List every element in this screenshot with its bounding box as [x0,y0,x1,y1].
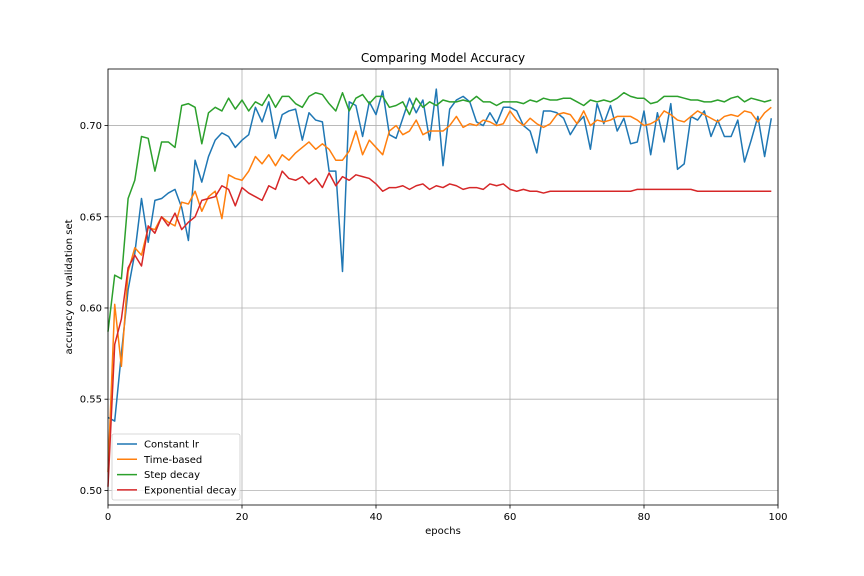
y-tick-label: 0.65 [80,212,102,223]
legend: Constant lr Time-based Step decay Exponenti… [111,433,241,501]
series-line-0 [107,88,773,422]
legend-label: Constant lr [144,440,200,451]
series-line-1 [107,106,772,473]
series-layer [107,88,773,487]
x-tick-label: 0 [105,512,111,523]
x-tick-label: 20 [236,512,249,523]
y-tick-label: 0.50 [80,486,102,497]
x-tick-label: 60 [504,512,517,523]
legend-label: Step decay [144,470,200,481]
y-tick-label: 0.70 [80,121,102,132]
series-line-2 [107,91,772,332]
x-tick-label: 40 [370,512,383,523]
legend-label: Time-based [143,455,202,466]
x-tick-label: 100 [768,512,787,523]
x-tick-label: 80 [638,512,651,523]
chart-title: Comparing Model Accuracy [361,51,525,65]
x-axis-label: epochs [425,526,461,537]
y-tick-label: 0.55 [80,395,102,406]
legend-label: Exponential decay [144,485,236,496]
legend-box [111,433,241,501]
x-axis-ticks: 0 20 40 60 80 100 [105,505,788,523]
series-line-3 [107,170,772,487]
plot-area-frame [107,68,779,506]
y-axis-ticks: 0.50 0.55 0.60 0.65 0.70 [80,121,108,497]
y-tick-label: 0.60 [80,303,102,314]
y-axis-label: accuracy om validation set [64,219,75,354]
